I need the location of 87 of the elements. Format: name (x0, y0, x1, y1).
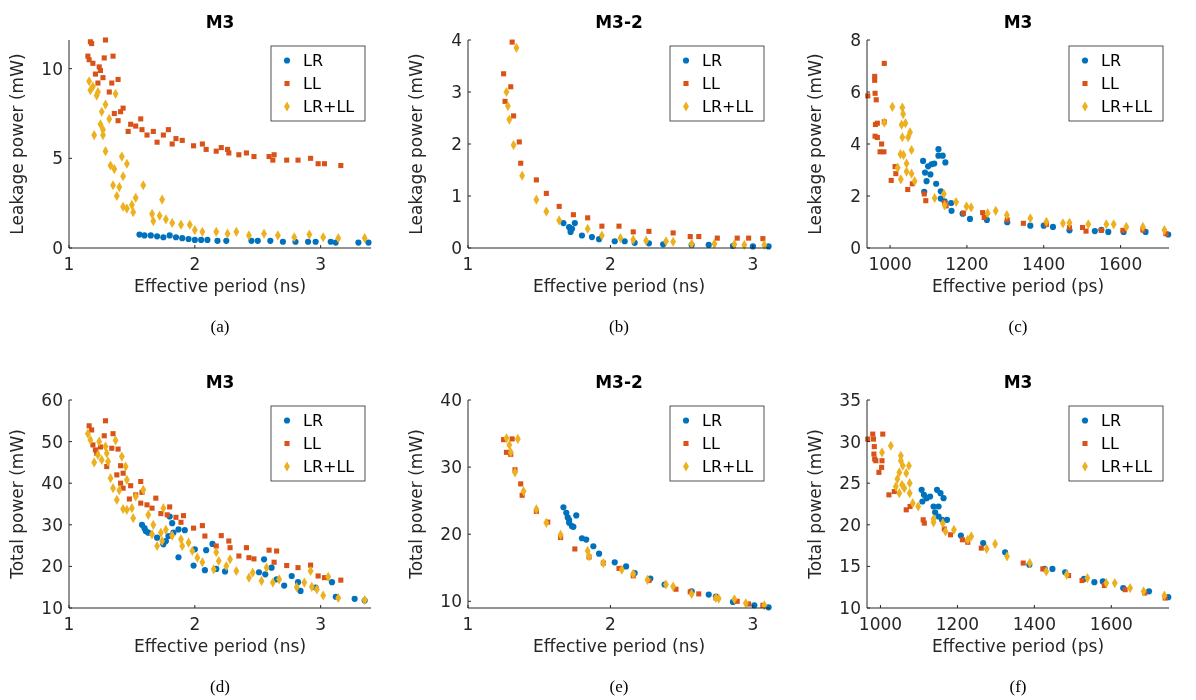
x-tick-label: 1600 (1098, 254, 1143, 274)
x-axis-title: Effective period (ns) (133, 276, 307, 296)
y-tick-label: 3 (451, 81, 462, 102)
chart-title: M3 (205, 372, 235, 392)
legend-label: LR (303, 51, 324, 71)
chart-title: M3 (1003, 372, 1033, 392)
y-tick-label: 10 (41, 58, 63, 79)
legend-label: LR+LL (1101, 97, 1153, 117)
y-tick-label: 2 (451, 133, 462, 154)
x-tick-label: 3 (747, 254, 759, 274)
y-axis-title: Leakage power (mW) (805, 53, 825, 235)
y-tick-label: 20 (839, 514, 861, 535)
y-tick-label: 40 (440, 389, 462, 410)
y-tick-label: 20 (41, 556, 63, 577)
x-tick-label: 2 (189, 614, 201, 634)
y-axis-title: Total power (mW) (406, 429, 426, 580)
legend-label: LL (1101, 74, 1119, 94)
legend-label: LR (303, 411, 324, 431)
legend-label: LL (702, 74, 720, 94)
legend-label: LL (303, 74, 321, 94)
y-tick-label: 2 (850, 185, 861, 206)
x-tick-label: 1200 (935, 614, 980, 634)
chart-title: M3 (1003, 12, 1033, 32)
legend-label: LR (1101, 411, 1122, 431)
y-tick-label: 30 (41, 514, 63, 535)
y-tick-label: 8 (850, 29, 861, 50)
x-axis-title: Effective period (ps) (931, 276, 1105, 296)
x-axis-title: Effective period (ns) (532, 636, 706, 656)
x-tick-label: 1600 (1089, 614, 1133, 634)
x-tick-label: 1200 (945, 254, 989, 274)
text: (d) (210, 677, 230, 696)
x-tick-label: 3 (315, 254, 327, 274)
y-tick-label: 30 (440, 457, 462, 478)
x-axis-title: Effective period (ns) (532, 276, 706, 296)
y-axis-title: Leakage power (mW) (406, 53, 426, 235)
y-axis-title: Total power (mW) (7, 429, 27, 580)
y-tick-label: 4 (451, 29, 462, 50)
y-tick-label: 0 (451, 237, 462, 258)
y-tick-label: 10 (839, 597, 861, 618)
chart-title: M3 (205, 12, 235, 32)
chart-title: M3-2 (595, 372, 643, 392)
x-tick-label: 2 (605, 614, 616, 634)
y-tick-label: 10 (440, 591, 462, 612)
text: (c) (1008, 317, 1028, 336)
y-tick-label: 5 (52, 148, 63, 169)
y-tick-label: 40 (41, 473, 63, 494)
chart-title: M3-2 (595, 12, 643, 32)
y-tick-label: 30 (839, 431, 861, 452)
x-tick-label: 1000 (868, 254, 912, 274)
y-axis-title: Total power (mW) (805, 429, 825, 580)
x-tick-label: 3 (747, 614, 759, 634)
legend-label: LL (303, 434, 321, 454)
legend-label: LR (702, 51, 723, 71)
text: (a) (210, 317, 230, 336)
legend-label: LL (702, 434, 720, 454)
legend-label: LR (1101, 51, 1122, 71)
x-axis-title: Effective period (ps) (931, 636, 1105, 656)
y-tick-label: 10 (41, 597, 63, 618)
y-tick-label: 0 (52, 237, 63, 258)
y-tick-label: 15 (839, 556, 861, 577)
x-tick-label: 2 (189, 254, 201, 274)
legend-label: LR+LL (702, 97, 754, 117)
legend-label: LR+LL (303, 457, 355, 477)
x-tick-label: 2 (605, 254, 616, 274)
text: (b) (609, 317, 629, 336)
legend-label: LR (702, 411, 723, 431)
legend-label: LR+LL (702, 457, 754, 477)
legend-label: LL (1101, 434, 1119, 454)
x-tick-label: 1400 (1022, 254, 1066, 274)
y-tick-label: 50 (41, 431, 63, 452)
x-tick-label: 1400 (1012, 614, 1056, 634)
y-tick-label: 20 (440, 524, 462, 545)
x-tick-label: 1000 (858, 614, 903, 634)
y-tick-label: 6 (850, 81, 861, 102)
y-tick-label: 4 (850, 133, 861, 154)
legend-label: LR+LL (1101, 457, 1153, 477)
legend-label: LR+LL (303, 97, 355, 117)
x-axis-title: Effective period (ns) (133, 636, 307, 656)
text: (e) (609, 677, 629, 696)
y-tick-label: 35 (839, 389, 861, 410)
y-tick-label: 25 (839, 473, 861, 494)
y-tick-label: 1 (451, 185, 462, 206)
y-tick-label: 0 (850, 237, 861, 258)
y-axis-title: Leakage power (mW) (7, 53, 27, 235)
text: (f) (1009, 677, 1027, 696)
y-tick-label: 60 (41, 389, 63, 410)
x-tick-label: 3 (315, 614, 327, 634)
